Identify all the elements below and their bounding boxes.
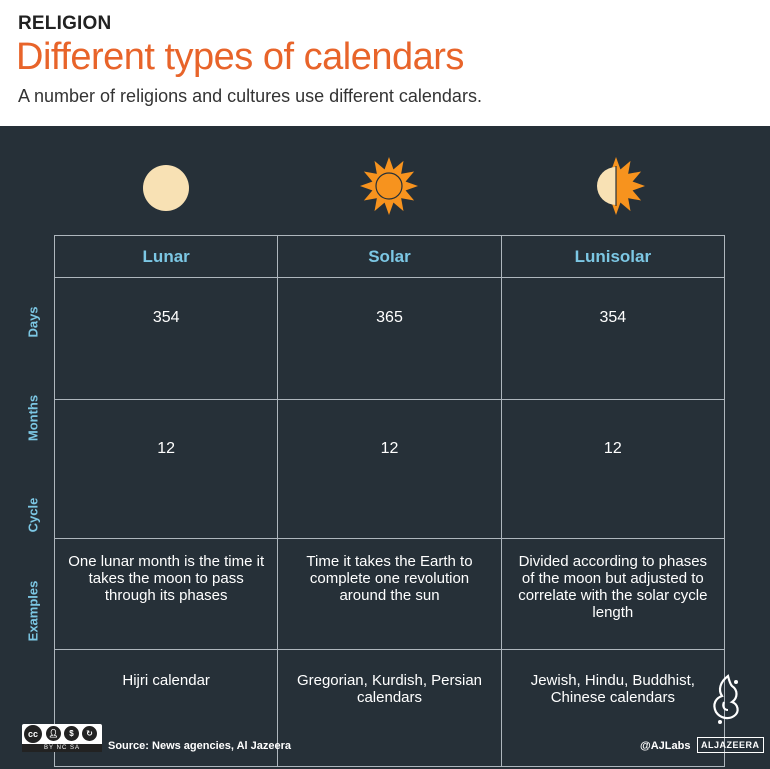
cell-solar-cycle: Time it takes the Earth to complete one … (277, 538, 502, 650)
cell-lunar-months: 12 (53, 399, 279, 539)
license-text: BY NC SA (22, 744, 102, 752)
row-label-months: Months (25, 394, 41, 442)
column-header-lunar: Lunar (53, 235, 279, 278)
source-note: Source: News agencies, Al Jazeera (108, 740, 292, 752)
cc-icon: cc (24, 725, 42, 743)
cell-solar-months: 12 (277, 399, 502, 539)
sa-icon: ↻ (82, 726, 97, 741)
sun-ray (384, 157, 394, 171)
table-row-cycle: One lunar month is the time it takes the… (53, 538, 726, 650)
cell-lunar-days: 354 (53, 277, 279, 400)
table-row-days: 354 365 354 (53, 277, 726, 400)
page-title: Different types of calendars (16, 36, 464, 78)
cell-lunar-cycle: One lunar month is the time it takes the… (53, 538, 279, 650)
sun-ray (384, 201, 394, 215)
sun-ray (404, 181, 418, 191)
cell-lunisolar-examples: Jewish, Hindu, Buddhist, Chinese calenda… (500, 649, 726, 767)
row-label-examples: Examples (25, 580, 41, 642)
row-label-days: Days (25, 306, 41, 338)
aljazeera-logo-icon (713, 674, 739, 724)
cell-lunisolar-months: 12 (500, 399, 726, 539)
cell-lunisolar-days: 354 (500, 277, 726, 400)
ajlabs-handle: @AJLabs (640, 740, 691, 752)
creative-commons-badge: cc 👤︎ $ ↻ BY NC SA (22, 724, 102, 752)
cell-solar-examples: Gregorian, Kurdish, Persian calendars (277, 649, 502, 767)
table-row-months: 12 12 12 (53, 399, 726, 539)
cell-solar-days: 365 (277, 277, 502, 400)
column-header-solar: Solar (277, 235, 502, 278)
section-kicker: RELIGION (18, 13, 112, 34)
table-row-examples: Hijri calendar Gregorian, Kurdish, Persi… (53, 649, 726, 767)
sun-ray (360, 181, 374, 191)
sun-icon (360, 157, 418, 215)
full-moon-icon (143, 165, 189, 211)
half-moon-half-sun-icon (597, 157, 645, 215)
page-subtitle: A number of religions and cultures use d… (18, 86, 482, 106)
table-header-row: Lunar Solar Lunisolar (53, 235, 726, 278)
nc-icon: $ (64, 726, 79, 741)
aljazeera-wordmark: ALJAZEERA (697, 737, 764, 753)
cell-lunisolar-cycle: Divided according to phases of the moon … (500, 538, 726, 650)
calendar-comparison-table: Lunar Solar Lunisolar 354 365 354 12 12 … (53, 235, 726, 767)
column-header-lunisolar: Lunisolar (500, 235, 726, 278)
sun-ray (631, 181, 645, 191)
by-icon: 👤︎ (46, 726, 61, 741)
row-label-cycle: Cycle (25, 497, 41, 533)
